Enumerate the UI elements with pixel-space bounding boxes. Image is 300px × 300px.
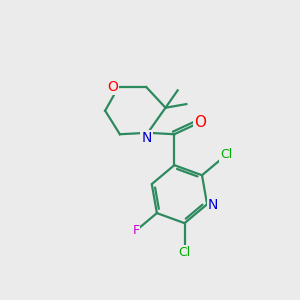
Text: N: N: [141, 131, 152, 145]
Text: O: O: [107, 80, 118, 94]
Text: O: O: [194, 115, 206, 130]
Text: F: F: [132, 224, 140, 237]
Text: Cl: Cl: [178, 246, 191, 259]
Text: N: N: [208, 198, 218, 212]
Text: Cl: Cl: [220, 148, 232, 161]
